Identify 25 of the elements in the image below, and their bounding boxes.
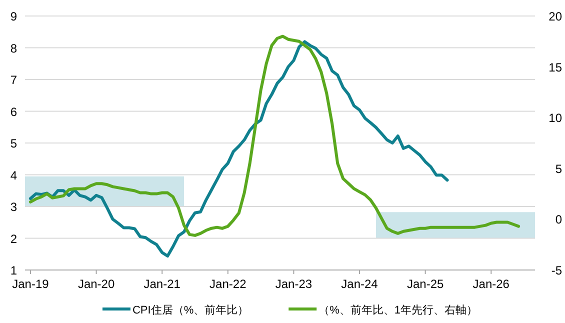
- y2-tick-label: 20: [548, 10, 562, 24]
- legend-label: （%、前年比、1年先行、右軸）: [318, 304, 478, 316]
- y-tick-label: 2: [10, 232, 18, 246]
- y-tick-label: 3: [10, 200, 18, 214]
- y2-tick-label: 0: [555, 212, 562, 227]
- y2-tick-label: -5: [551, 264, 562, 278]
- x-tick-label: Jan-26: [472, 277, 510, 291]
- y-tick-label: 1: [10, 264, 18, 278]
- x-tick-label: Jan-19: [12, 277, 50, 291]
- y-tick-label: 5: [10, 136, 18, 150]
- legend-label: CPI住居（%、前年比）: [132, 304, 249, 316]
- x-tick-label: Jan-22: [210, 277, 247, 291]
- y2-tick-label: 15: [548, 60, 562, 74]
- x-tick-label: Jan-24: [341, 277, 378, 291]
- x-tick-label: Jan-23: [275, 277, 312, 291]
- y-tick-label: 4: [10, 168, 18, 182]
- y2-tick-label: 10: [548, 111, 562, 126]
- y-tick-label: 6: [10, 104, 18, 119]
- x-tick-label: Jan-20: [78, 277, 115, 291]
- x-tick-label: Jan-21: [144, 277, 181, 291]
- x-tick-label: Jan-25: [406, 277, 444, 291]
- y-tick-label: 8: [10, 41, 18, 56]
- y-tick-label: 9: [10, 10, 18, 24]
- y2-tick-label: 5: [555, 162, 562, 176]
- y-tick-label: 7: [10, 73, 18, 87]
